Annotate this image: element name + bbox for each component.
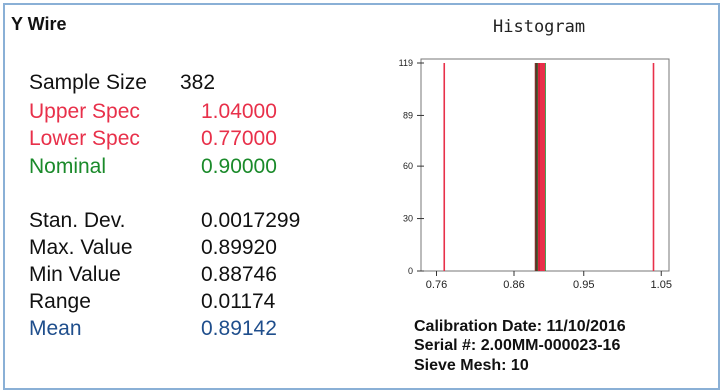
- calibration-date: Calibration Date: 11/10/2016: [414, 318, 626, 335]
- stan-dev-value: 0.0017299: [201, 209, 301, 232]
- upper-spec-value: 1.04000: [201, 100, 277, 123]
- y-tick-label: 0: [408, 266, 413, 276]
- serial-number: Serial #: 2.00MM-000023-16: [414, 337, 621, 354]
- upper-spec-label: Upper Spec: [29, 100, 140, 123]
- histogram-chart: 0 30 60 89 119 0.76 0.86 0.95 1.05: [399, 58, 672, 291]
- x-tick-label: 0.95: [573, 279, 594, 291]
- max-value-label: Max. Value: [29, 236, 133, 259]
- histogram-bar: [543, 63, 546, 271]
- histogram-bar: [542, 63, 545, 271]
- x-tick-label: 1.05: [651, 279, 672, 291]
- histogram-bar: [539, 63, 542, 271]
- min-value-label: Min Value: [29, 263, 121, 286]
- nominal-value: 0.90000: [201, 155, 277, 178]
- y-tick-label: 89: [403, 110, 413, 120]
- histogram-title: Histogram: [493, 17, 586, 37]
- x-tick-label: 0.76: [426, 279, 447, 291]
- x-tick-label: 0.86: [503, 279, 524, 291]
- panel-title: Y Wire: [11, 14, 67, 34]
- y-tick-label: 30: [403, 214, 413, 224]
- mean-label: Mean: [29, 317, 82, 340]
- sample-size-label: Sample Size: [29, 71, 147, 94]
- y-tick-label: 60: [403, 161, 413, 171]
- min-value-value: 0.88746: [201, 263, 277, 286]
- range-label: Range: [29, 290, 91, 313]
- stan-dev-label: Stan. Dev.: [29, 209, 126, 232]
- y-tick-label: 119: [399, 58, 413, 68]
- sieve-mesh: Sieve Mesh: 10: [414, 357, 529, 374]
- lower-spec-label: Lower Spec: [29, 127, 140, 150]
- max-value-value: 0.89920: [201, 236, 277, 259]
- sample-size-value: 382: [180, 71, 216, 94]
- histogram-bar: [541, 63, 543, 271]
- lower-spec-value: 0.77000: [201, 127, 277, 150]
- report-panel: Y Wire Sample Size 382 Upper Spec 1.0400…: [3, 3, 720, 390]
- mean-value: 0.89142: [201, 317, 277, 340]
- nominal-label: Nominal: [29, 155, 107, 178]
- range-value: 0.01174: [201, 290, 276, 313]
